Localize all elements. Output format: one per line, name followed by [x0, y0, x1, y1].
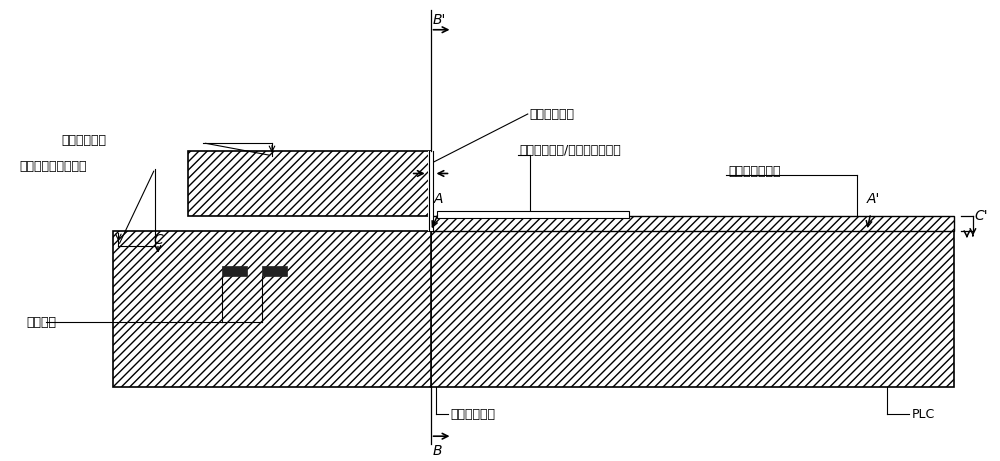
- Bar: [431, 231, 954, 387]
- Text: 绑定焊点: 绑定焊点: [26, 316, 56, 329]
- Bar: [431, 216, 954, 231]
- Bar: [113, 231, 431, 387]
- Text: B: B: [433, 444, 442, 458]
- Text: C: C: [153, 233, 163, 247]
- Text: 氮化硅副波导/二氧化硅副波导: 氮化硅副波导/二氧化硅副波导: [520, 144, 622, 157]
- Bar: [437, 211, 629, 218]
- Text: A': A': [867, 192, 880, 206]
- Bar: [262, 266, 287, 276]
- Text: 激光器出光口: 激光器出光口: [450, 408, 495, 421]
- Text: C': C': [975, 209, 988, 223]
- Text: 单模有源器件: 单模有源器件: [62, 134, 107, 147]
- Text: A: A: [434, 192, 443, 206]
- Text: B': B': [433, 13, 446, 27]
- Bar: [428, 151, 434, 231]
- Bar: [222, 266, 247, 276]
- Bar: [188, 151, 431, 216]
- Text: 单模有源器件固定台: 单模有源器件固定台: [19, 160, 87, 173]
- Text: 耦合间隔空隙: 耦合间隔空隙: [530, 107, 575, 120]
- Text: PLC: PLC: [911, 408, 935, 421]
- Text: 二氧化硅主波导: 二氧化硅主波导: [728, 165, 781, 178]
